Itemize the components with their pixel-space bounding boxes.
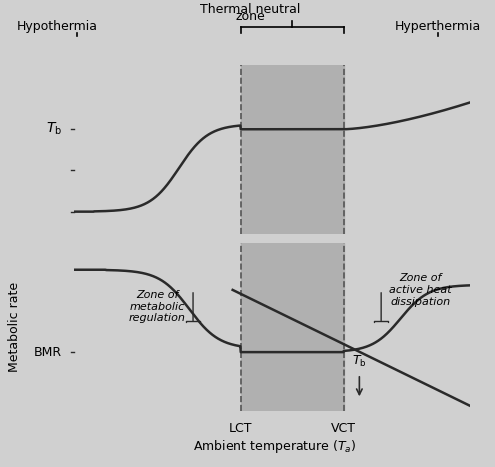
Text: BMR: BMR — [34, 346, 62, 359]
Text: Ambient temperature ($T_a$): Ambient temperature ($T_a$) — [193, 439, 356, 455]
Bar — [241, 243, 344, 411]
Bar — [241, 65, 344, 234]
Text: Metabolic rate: Metabolic rate — [8, 282, 21, 372]
Text: Hypothermia: Hypothermia — [16, 20, 98, 33]
Text: Hyperthermia: Hyperthermia — [395, 20, 481, 33]
Text: Thermal neutral: Thermal neutral — [200, 3, 300, 16]
Text: Zone of
active heat
dissipation: Zone of active heat dissipation — [390, 273, 452, 306]
Text: zone: zone — [235, 10, 265, 23]
Text: LCT: LCT — [229, 422, 252, 435]
Text: $T_\mathrm{b}$: $T_\mathrm{b}$ — [46, 121, 62, 137]
Text: $T_\mathrm{b}$: $T_\mathrm{b}$ — [352, 354, 367, 369]
Text: VCT: VCT — [331, 422, 356, 435]
Text: Zone of
metabolic
regulation: Zone of metabolic regulation — [129, 290, 186, 323]
